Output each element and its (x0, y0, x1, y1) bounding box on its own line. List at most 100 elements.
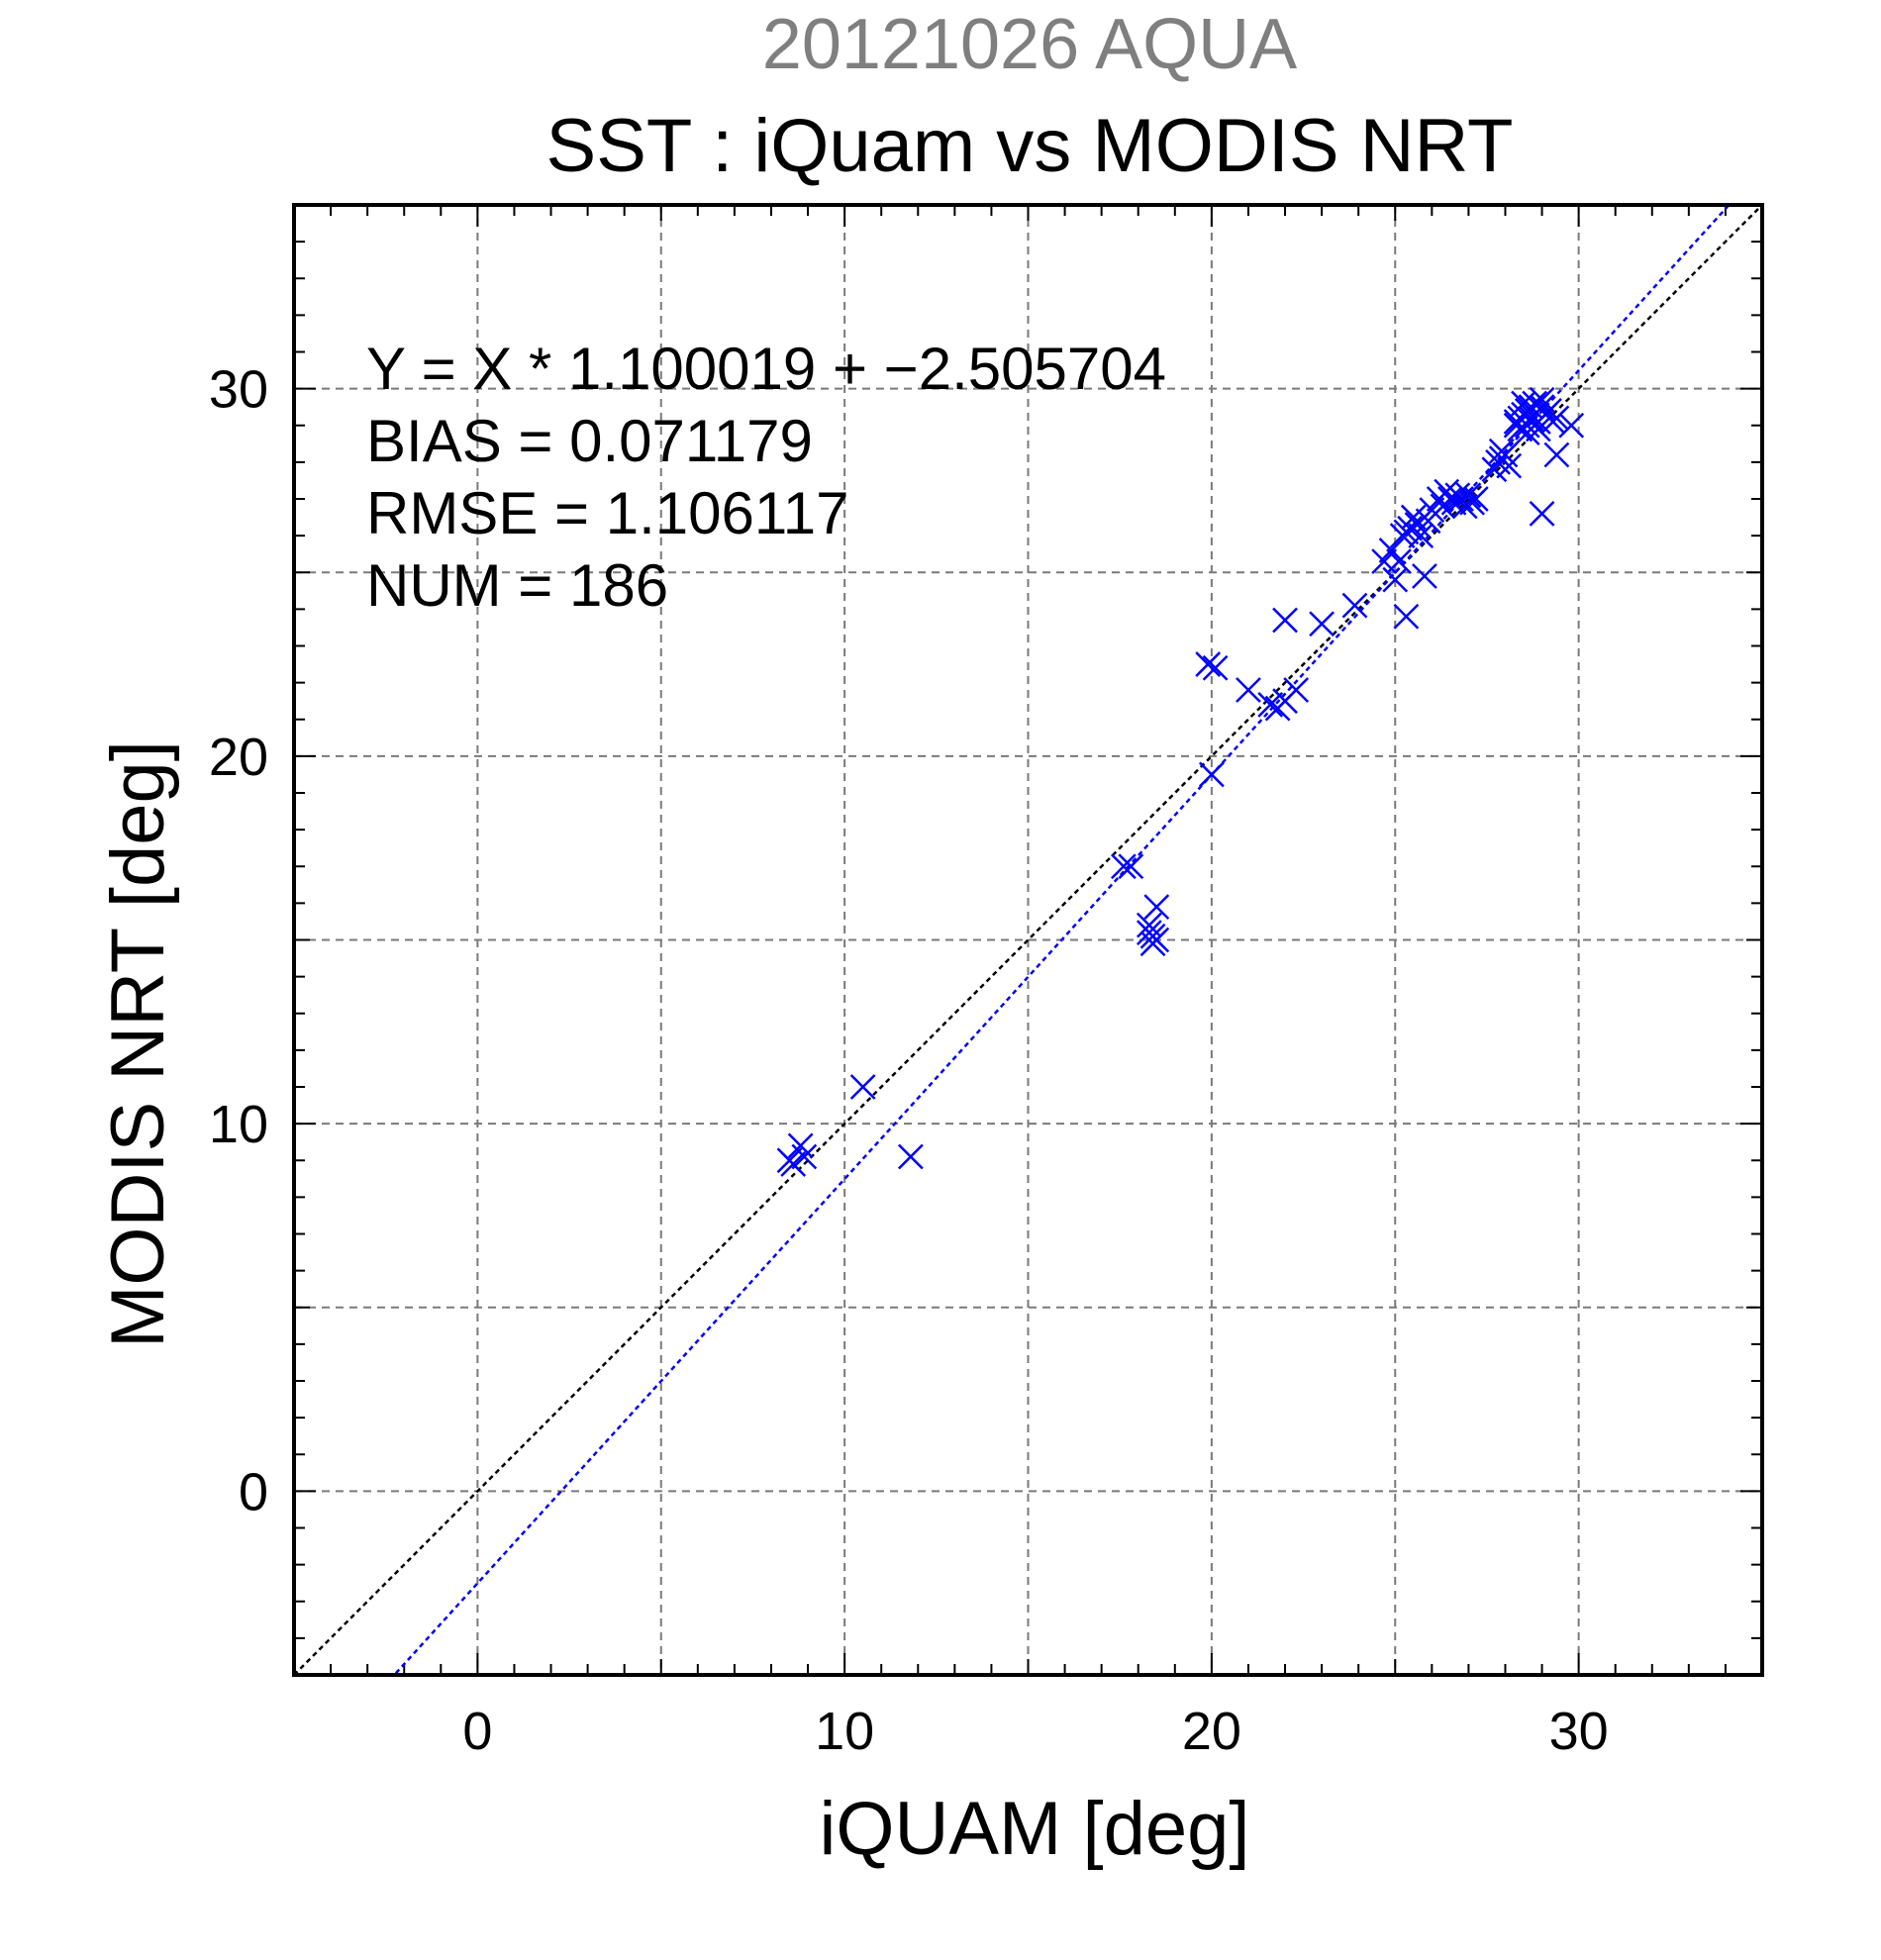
data-point-stroke (1393, 519, 1420, 545)
reference-lines (294, 205, 1762, 1675)
data-point (1393, 603, 1420, 630)
data-point-stroke (1543, 405, 1570, 432)
data-point-stroke (1378, 538, 1405, 563)
data-point (1488, 438, 1515, 464)
data-point-stroke (1382, 566, 1409, 593)
data-point (1283, 677, 1310, 703)
data-point-stroke (1283, 677, 1310, 703)
data-point-stroke (780, 1151, 807, 1177)
data-point-stroke (1400, 504, 1427, 531)
data-point (1529, 500, 1555, 527)
data-point (780, 1151, 807, 1177)
data-point (1195, 651, 1222, 677)
data-point-stroke (1202, 654, 1229, 681)
data-point (1496, 452, 1523, 479)
data-point-stroke (1257, 692, 1284, 718)
rmse-value: RMSE = 1.106117 (366, 480, 849, 546)
data-point-stroke (1195, 651, 1222, 677)
data-point (1408, 523, 1435, 549)
y-tick-label: 0 (239, 1462, 268, 1521)
data-point-stroke (1529, 386, 1555, 413)
data-point-stroke (1386, 548, 1412, 574)
data-point-stroke (791, 1143, 818, 1170)
data-point-stroke (1434, 478, 1460, 505)
data-point-stroke (1558, 412, 1585, 439)
chart-date-title: 20121026 AQUA (761, 5, 1298, 84)
data-point (1309, 611, 1335, 637)
data-point (1198, 761, 1225, 788)
data-point (791, 1143, 818, 1170)
y-tick-label: 10 (209, 1095, 268, 1154)
data-point (1481, 456, 1508, 483)
identity-line (294, 205, 1762, 1675)
data-point-stroke (1111, 853, 1137, 880)
data-point-stroke (1455, 482, 1482, 509)
num-value: NUM = 186 (366, 552, 669, 619)
data-point-stroke (1272, 607, 1298, 634)
data-point (1412, 563, 1437, 589)
data-point-stroke (787, 1132, 814, 1159)
y-tick-label: 30 (209, 360, 268, 420)
plot-frame (292, 203, 1764, 1677)
chart-title: SST : iQuam vs MODIS NRT (545, 104, 1514, 188)
bias-value: BIAS = 0.071179 (366, 408, 813, 474)
data-point (1393, 519, 1420, 545)
data-point (849, 1074, 876, 1100)
data-point (1202, 654, 1229, 681)
data-point (1543, 441, 1570, 468)
data-point-stroke (1143, 894, 1170, 920)
data-point (1558, 412, 1585, 439)
data-point-stroke (1136, 912, 1162, 938)
data-point-stroke (1118, 853, 1144, 880)
grid-lines (294, 205, 1762, 1675)
x-axis-label: iQUAM [deg] (819, 1787, 1250, 1871)
data-point (1143, 894, 1170, 920)
stats-box: Y = X * 1.100019 + −2.505704 BIAS = 0.07… (366, 333, 1166, 622)
data-point (1462, 486, 1489, 512)
data-point-stroke (849, 1074, 876, 1100)
data-point (1257, 692, 1284, 718)
data-point (1511, 390, 1536, 417)
x-tick-label: 0 (462, 1702, 492, 1761)
data-point (1272, 607, 1298, 634)
data-point (1139, 923, 1166, 949)
data-point-stroke (1543, 441, 1570, 468)
data-point (897, 1143, 924, 1170)
data-point-stroke (1408, 523, 1435, 549)
data-point-stroke (1309, 611, 1335, 637)
data-point (1386, 548, 1412, 574)
data-point-stroke (1511, 390, 1536, 417)
x-tick-label: 20 (1182, 1702, 1241, 1761)
data-point-stroke (1496, 452, 1523, 479)
data-point (1111, 853, 1137, 880)
data-point (1341, 592, 1368, 619)
data-point-stroke (1139, 923, 1166, 949)
y-axis-label: MODIS NRT [deg] (96, 740, 180, 1348)
data-point-stroke (1518, 405, 1544, 432)
data-point-stroke (1341, 592, 1368, 619)
data-point-stroke (1529, 500, 1555, 527)
data-points (776, 386, 1585, 1177)
data-point-stroke (1462, 486, 1489, 512)
data-point-stroke (1514, 412, 1540, 439)
data-point (1430, 493, 1456, 520)
data-point-stroke (1481, 456, 1508, 483)
data-point (1514, 412, 1540, 439)
data-point (1518, 405, 1544, 432)
data-point (1236, 677, 1261, 703)
data-point-stroke (1430, 493, 1456, 520)
x-tick-label: 10 (815, 1702, 874, 1761)
data-point (1455, 482, 1482, 509)
data-point (1543, 405, 1570, 432)
data-point-stroke (1488, 438, 1515, 464)
tick-labels: 0 10 20 30 0 10 20 30 (209, 360, 1609, 1761)
fit-equation: Y = X * 1.100019 + −2.505704 (366, 336, 1166, 402)
data-point-stroke (897, 1143, 924, 1170)
data-point (1378, 538, 1405, 563)
fit-line (392, 205, 1732, 1675)
data-point (1400, 504, 1427, 531)
data-point (1118, 853, 1144, 880)
data-point-stroke (1393, 603, 1420, 630)
